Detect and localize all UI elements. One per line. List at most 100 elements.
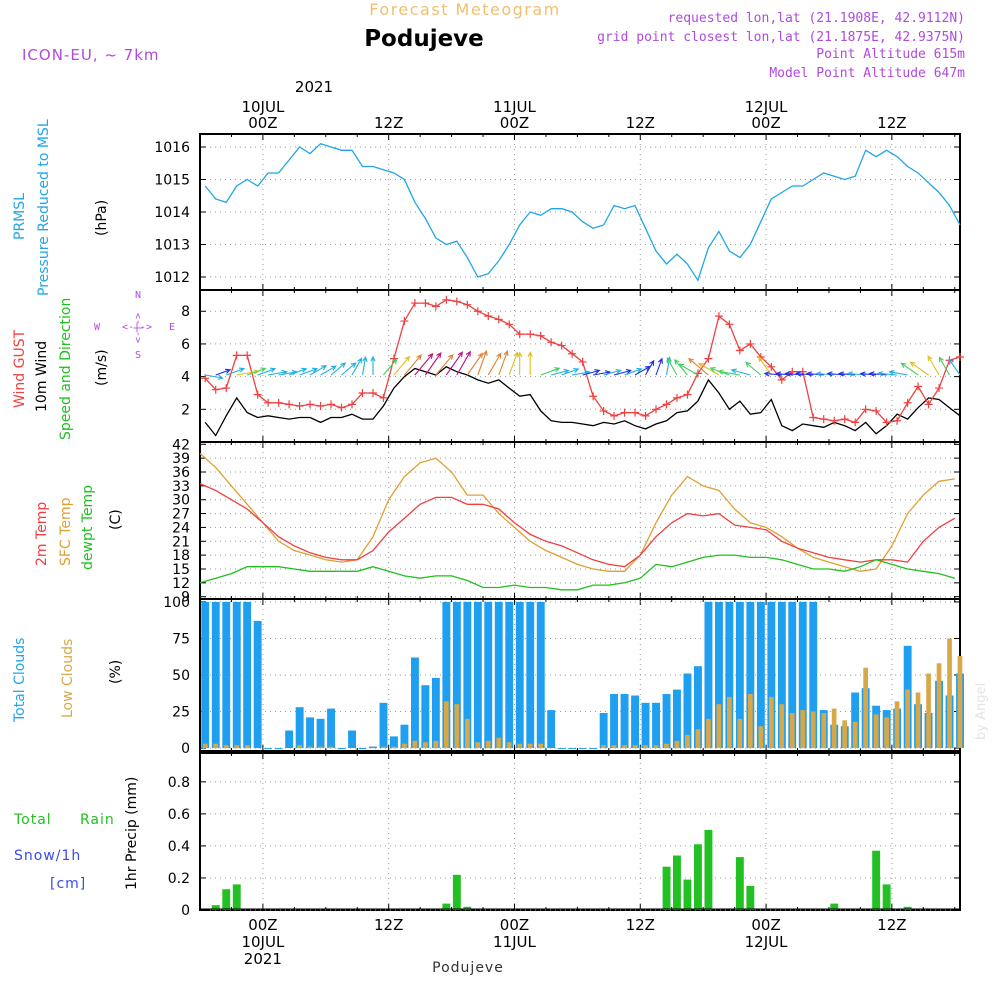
top-time-label: 12Z xyxy=(374,114,403,132)
gust-marker xyxy=(410,299,419,308)
gust-marker xyxy=(442,295,451,304)
y-tick-label: 50 xyxy=(172,668,190,684)
low-cloud-bar xyxy=(758,726,764,749)
low-cloud-bar xyxy=(842,720,847,749)
precip-panel-labels: Total Rain Snow/1h [cm] 1hr Precip (mm) xyxy=(13,777,140,892)
wind-arrow xyxy=(645,359,655,376)
wind-speed-direction-label: Speed and Direction xyxy=(58,298,74,440)
low-cloud-bar xyxy=(716,704,722,748)
total-cloud-bar xyxy=(652,702,660,749)
wind-arrow xyxy=(393,355,411,376)
low-cloud-bar xyxy=(643,745,648,749)
forecast-meteogram-title: Forecast Meteogram xyxy=(369,0,560,19)
model-label: ICON-EU, ~ 7km xyxy=(22,46,160,64)
wind-arrow xyxy=(205,374,224,380)
low-cloud-bar xyxy=(926,673,931,748)
wind-arrow xyxy=(414,352,434,376)
wind-arrow xyxy=(341,362,357,376)
gust-marker xyxy=(201,374,210,383)
wind-arrow xyxy=(678,363,699,376)
y-tick-label: 1015 xyxy=(154,173,190,189)
total-cloud-bar xyxy=(463,601,472,749)
bottom-time-label: 2021 xyxy=(244,950,282,968)
total-cloud-bar xyxy=(788,601,797,749)
precip-panel-frame xyxy=(199,752,961,911)
wind-10m-label: 10m Wind xyxy=(34,341,50,412)
gust-marker xyxy=(211,385,220,394)
total-cloud-bar xyxy=(348,730,356,748)
dewpoint-line xyxy=(199,554,955,591)
low-cloud-bar xyxy=(884,717,889,749)
clouds-panel-labels: Total Clouds Low Clouds (%) xyxy=(12,638,124,723)
wind-arrow xyxy=(774,371,793,377)
gust-marker xyxy=(714,312,723,321)
bottom-time-label: 00Z xyxy=(751,916,780,934)
wind-arrow xyxy=(435,353,454,376)
gust-marker xyxy=(578,357,587,366)
gust-marker xyxy=(494,315,503,324)
top-year-label: 2021 xyxy=(295,78,333,96)
low-cloud-bar xyxy=(223,745,229,749)
total-cloud-bar xyxy=(442,601,451,749)
gust-marker xyxy=(358,388,367,397)
wind-arrow xyxy=(309,365,328,376)
total-cloud-bar xyxy=(662,694,671,749)
rain-bar xyxy=(872,850,881,910)
total-cloud-bar xyxy=(515,601,524,749)
compass-ns-arrow: <-|-> xyxy=(133,313,144,343)
low-cloud-bar xyxy=(527,743,533,749)
gust-marker xyxy=(568,349,577,358)
model-point-altitude: Model Point Altitude 647m xyxy=(769,66,965,81)
low-cloud-bar xyxy=(423,742,428,748)
low-cloud-bar xyxy=(506,742,512,748)
low-cloud-bar xyxy=(905,689,910,749)
low-cloud-bar xyxy=(485,740,491,749)
total-cloud-bar xyxy=(694,666,702,748)
compass-w: W xyxy=(94,322,101,333)
low-cloud-bar xyxy=(685,734,690,749)
wind-arrow xyxy=(603,368,622,376)
top-time-label: 00Z xyxy=(248,114,277,132)
rain-bar xyxy=(222,889,231,910)
y-tick-label: 21 xyxy=(172,534,190,550)
y-tick-label: 1016 xyxy=(154,140,190,156)
low-cloud-bar xyxy=(538,743,543,749)
requested-coords: requested lon,lat (21.1908E, 42.9112N) xyxy=(668,11,965,26)
gust-marker xyxy=(672,393,681,402)
prmsl-label: PRMSL xyxy=(12,193,28,240)
y-tick-label: 25 xyxy=(172,705,190,721)
total-cloud-bar xyxy=(452,601,461,749)
total-cloud-bar xyxy=(494,601,503,749)
low-cloud-bar xyxy=(297,745,302,749)
wind-arrow xyxy=(876,371,898,377)
rain-bar xyxy=(683,879,692,910)
wind-arrow xyxy=(299,367,319,376)
gust-marker xyxy=(735,346,744,355)
total-cloud-bar xyxy=(411,657,419,749)
gust-marker xyxy=(861,405,870,414)
t2m-label: 2m Temp xyxy=(34,502,50,566)
wind-arrow xyxy=(624,367,643,376)
low-cloud-bar xyxy=(800,710,806,749)
low-cloud-bar xyxy=(695,729,701,749)
wind-arrow xyxy=(527,351,533,375)
wind-arrow xyxy=(900,362,919,376)
total-cloud-bar xyxy=(211,601,220,749)
wind-arrow xyxy=(247,367,267,376)
wind-arrow xyxy=(666,357,678,376)
low-cloud-bar xyxy=(936,663,942,749)
gust-marker xyxy=(872,406,881,415)
low-cloud-bar xyxy=(307,746,313,749)
low-cloud-bar xyxy=(318,746,323,749)
total-cloud-bar xyxy=(285,730,294,748)
data-layer xyxy=(199,142,964,910)
total-cloud-bar xyxy=(306,717,314,749)
bottom-time-label: 12Z xyxy=(374,916,403,934)
rain-bar xyxy=(830,903,839,910)
y-tick-label: 0.8 xyxy=(168,775,190,791)
y-tick-label: 0.6 xyxy=(168,807,190,823)
rain-bar xyxy=(211,905,220,910)
low-cloud-bar xyxy=(706,718,711,748)
total-cloud-bar xyxy=(746,601,755,749)
total-cloud-bar xyxy=(683,673,692,748)
